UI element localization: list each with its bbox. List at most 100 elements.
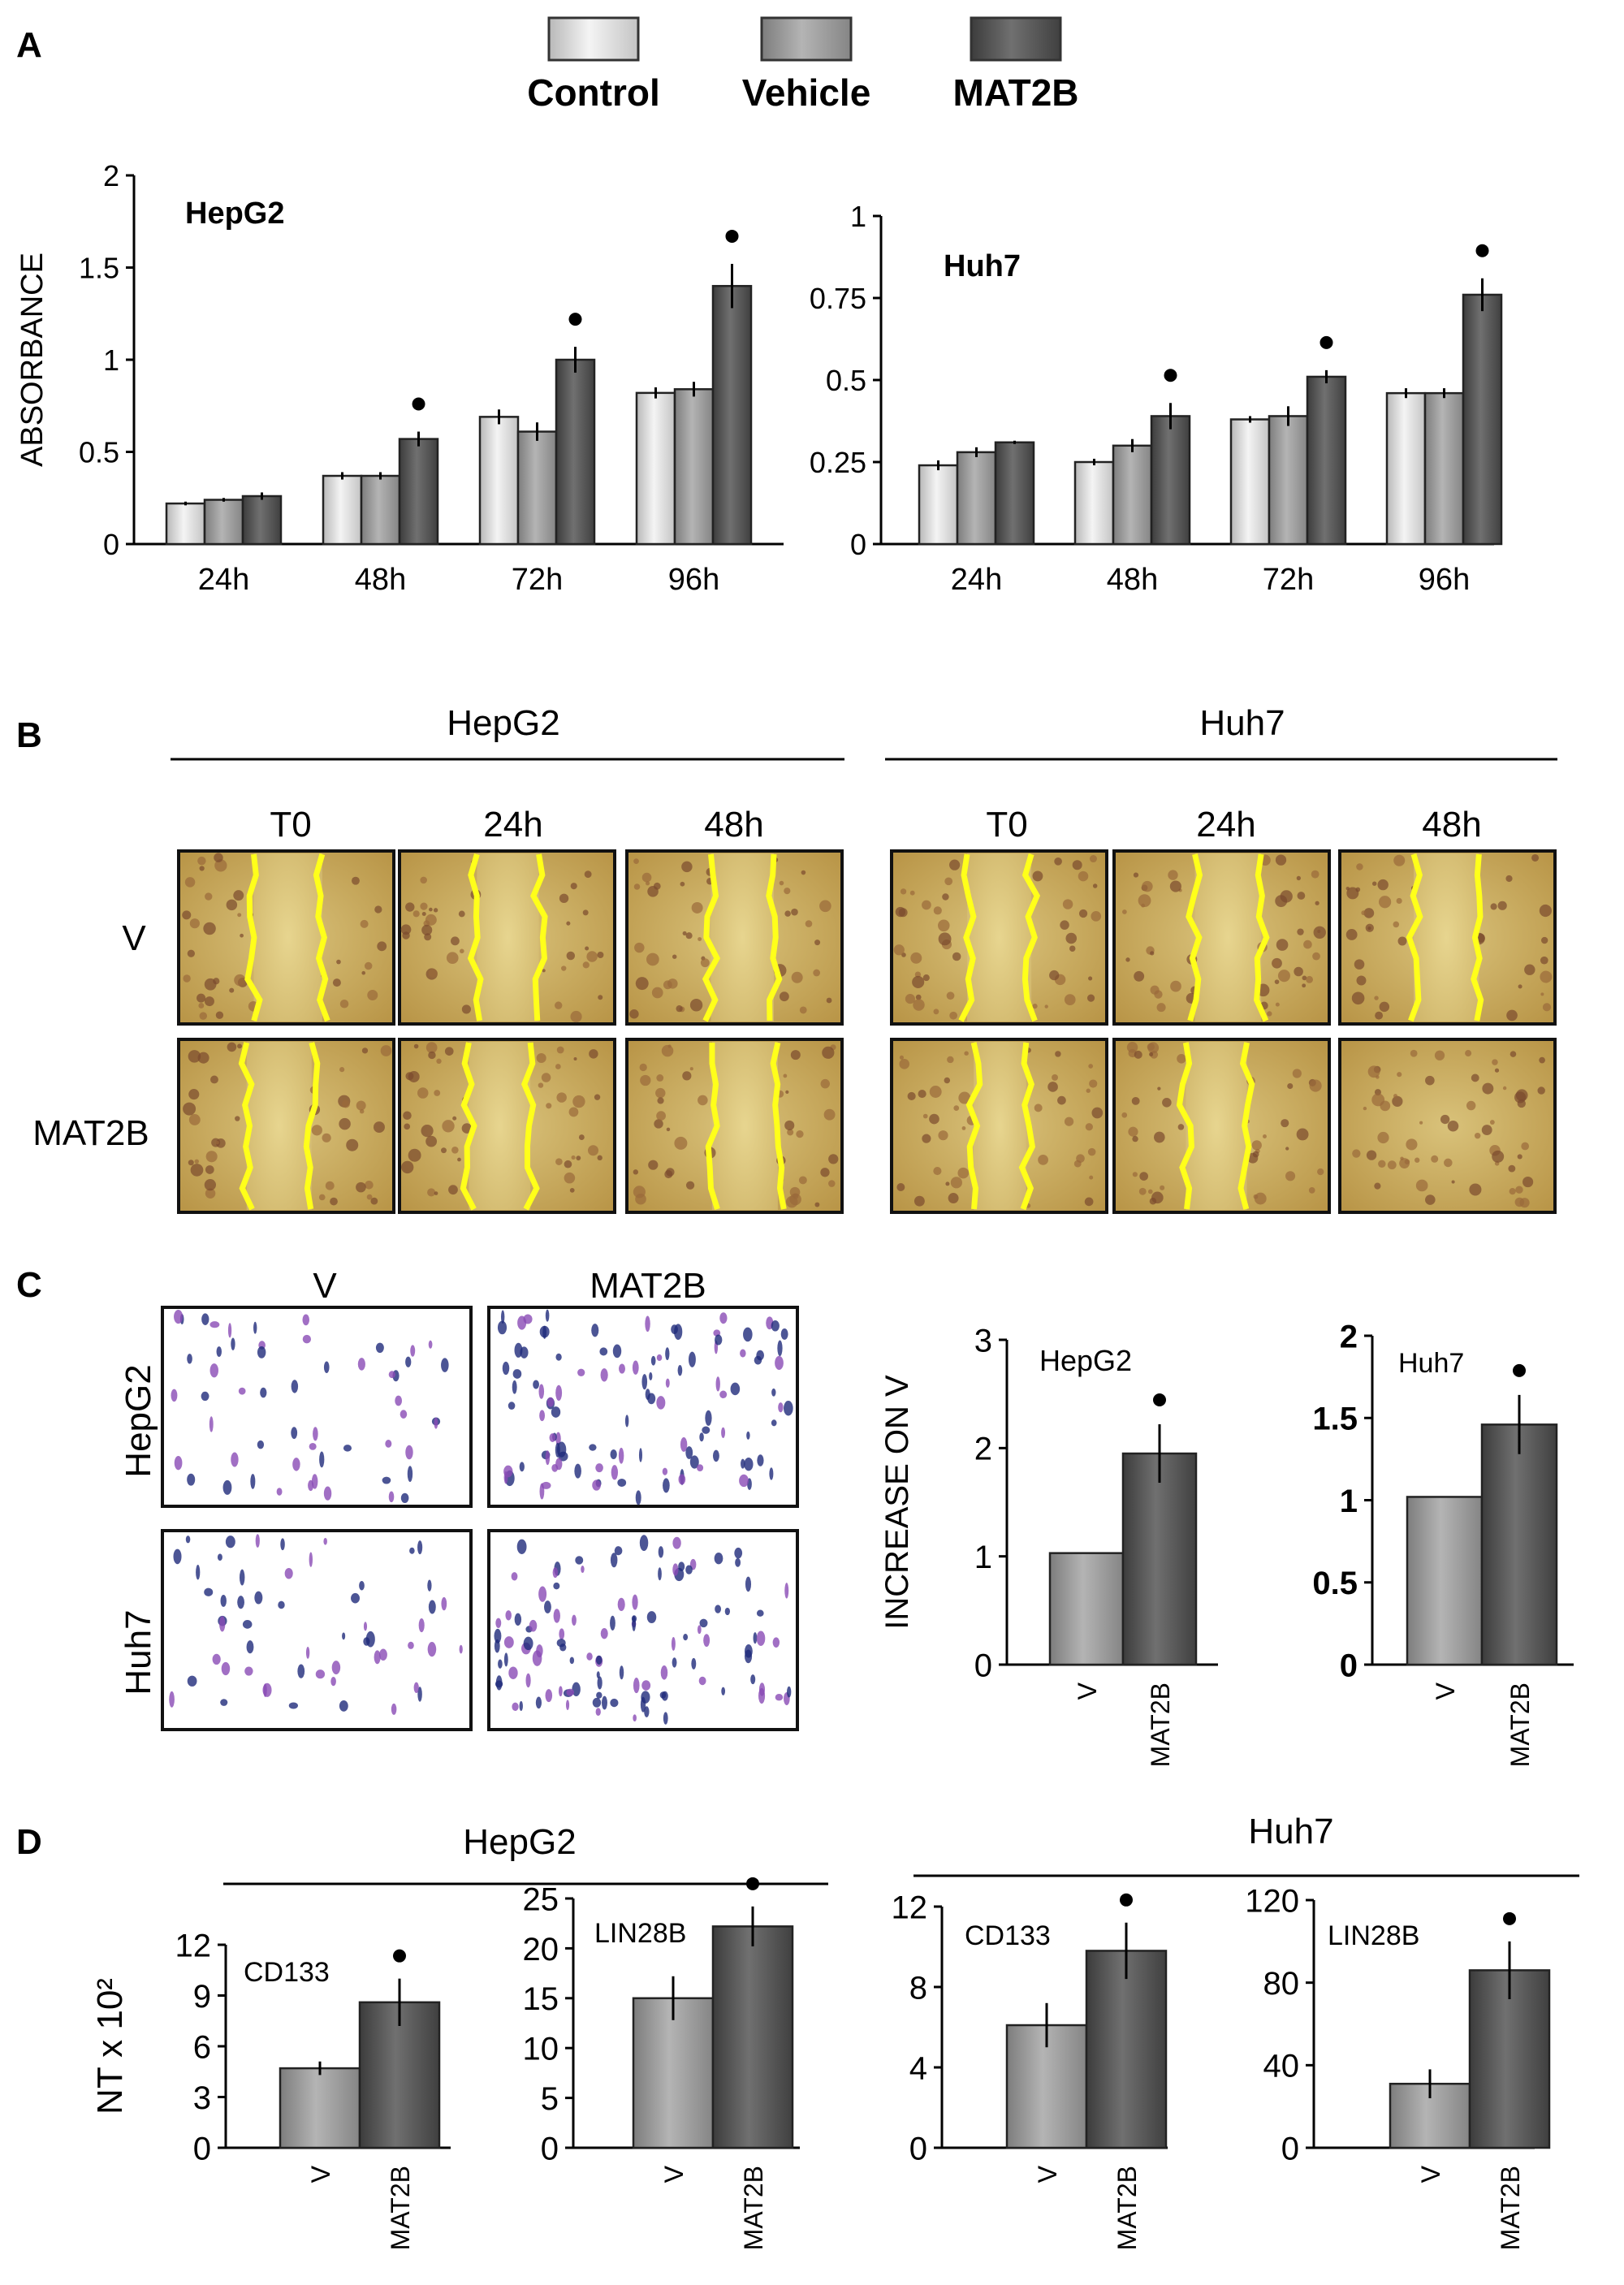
stained-cell [617,1597,625,1611]
bar-control-48h [1073,460,1115,546]
cell-cluster [1275,895,1288,908]
cell-cluster [597,1155,603,1161]
stained-cell [619,1363,625,1374]
stained-cell [612,1344,622,1358]
stained-cell [525,1673,531,1688]
cell-cluster [1044,1004,1048,1009]
bar-mat2b-72h [555,358,596,546]
wound-gap [1413,853,1479,1022]
stained-cell [536,1644,543,1658]
cell-cluster [197,1052,209,1064]
stained-cell [514,1613,522,1626]
stained-cell [413,1682,419,1694]
cell-cluster [234,974,246,987]
cell-cluster [899,1059,909,1069]
cell-cluster [942,893,949,901]
cell-cluster [188,1114,201,1125]
cell-cluster [814,939,821,946]
wound-edge-line [702,853,721,1022]
cell-cluster [946,991,955,1000]
chart-title: HepG2 [1039,1344,1132,1377]
cell-cluster [938,1130,948,1141]
stained-cell [698,1676,706,1686]
panel-b-group-huh7: Huh7 [1199,703,1285,743]
cell-cluster [933,906,942,915]
stained-cell [640,1696,646,1713]
stained-cell [672,1563,679,1576]
stained-cell [297,1664,305,1678]
stained-cell [778,1402,784,1413]
cell-cluster [787,1129,794,1136]
bar-mat2b-96h [1462,293,1503,546]
stained-cell [174,1309,184,1324]
cell-cluster [922,974,930,982]
stained-cell [758,1682,766,1696]
cell-cluster [572,1095,585,1108]
stained-cell [618,1447,624,1464]
stained-cell [555,1384,563,1402]
wound-gap [967,853,1032,1022]
significance-marker [1475,244,1489,257]
bar-vehicle-24h [203,499,244,546]
significance-marker [1503,1911,1516,1925]
bar-control-48h [322,474,363,546]
stained-cell [209,1321,220,1328]
bar-v-v [1048,1552,1125,1666]
panel-d-group-huh7: Huh7 [1248,1812,1333,1851]
cell-cluster [364,961,373,970]
stained-cell [359,1580,365,1591]
stained-cell [375,1342,384,1354]
cell-cluster [1132,1172,1138,1177]
y-tick-label: 3 [193,2080,211,2116]
y-tick-label: 1 [103,343,119,377]
cell-cluster [1089,855,1097,863]
stained-cell [596,1691,603,1699]
stained-cell [302,1314,310,1326]
y-tick-label: 12 [175,1928,212,1963]
cell-cluster [204,978,217,991]
stained-cell [756,1350,764,1361]
y-tick-label: 0 [850,528,866,561]
cell-cluster [1356,975,1367,986]
panel-label-d: D [16,1822,42,1862]
cell-cluster [214,853,223,862]
stained-cell [441,1358,449,1372]
cell-cluster [698,937,702,942]
stained-cell [292,1458,300,1471]
cell-cluster [1410,1049,1418,1057]
cell-cluster [922,900,931,910]
cell-cluster [944,1077,951,1084]
cell-cluster [1089,1079,1098,1088]
stained-cell [660,1665,668,1680]
cell-cluster [1131,1096,1140,1105]
wound-edge-line [770,1042,787,1210]
cell-cluster [1281,1119,1289,1128]
cell-cluster [1415,1157,1420,1163]
cell-cluster [1084,1197,1094,1207]
cell-cluster [1306,975,1313,983]
stained-cell [721,1427,726,1438]
stained-cell [719,1312,728,1324]
stained-cell [721,1687,726,1695]
stained-cell [641,1374,648,1390]
stained-cell [555,1432,561,1446]
cell-cluster [188,1089,200,1100]
y-tick-label: 25 [523,1881,559,1917]
cell-cluster [629,1009,639,1019]
wound-gap [469,1042,531,1210]
cell-cluster [1515,1186,1523,1194]
cell-cluster [914,1195,925,1207]
stained-cell [663,1712,668,1725]
stained-cell [745,1576,752,1592]
y-tick-label: 0 [541,2131,559,2166]
stained-cell [546,1397,555,1407]
cell-cluster [1378,1160,1386,1168]
stained-cell [559,1628,565,1640]
y-tick-label: 0 [974,1648,992,1683]
cell-cluster [1133,872,1139,878]
bar-vehicle-72h [1268,415,1309,546]
cell-cluster [945,1181,950,1186]
chart-a-huh7: 0 0.25 0.5 0.75 1 Huh7 24h 48h 72h 96h [810,200,1503,597]
cell-cluster [420,876,427,884]
stained-cell [255,1534,260,1548]
